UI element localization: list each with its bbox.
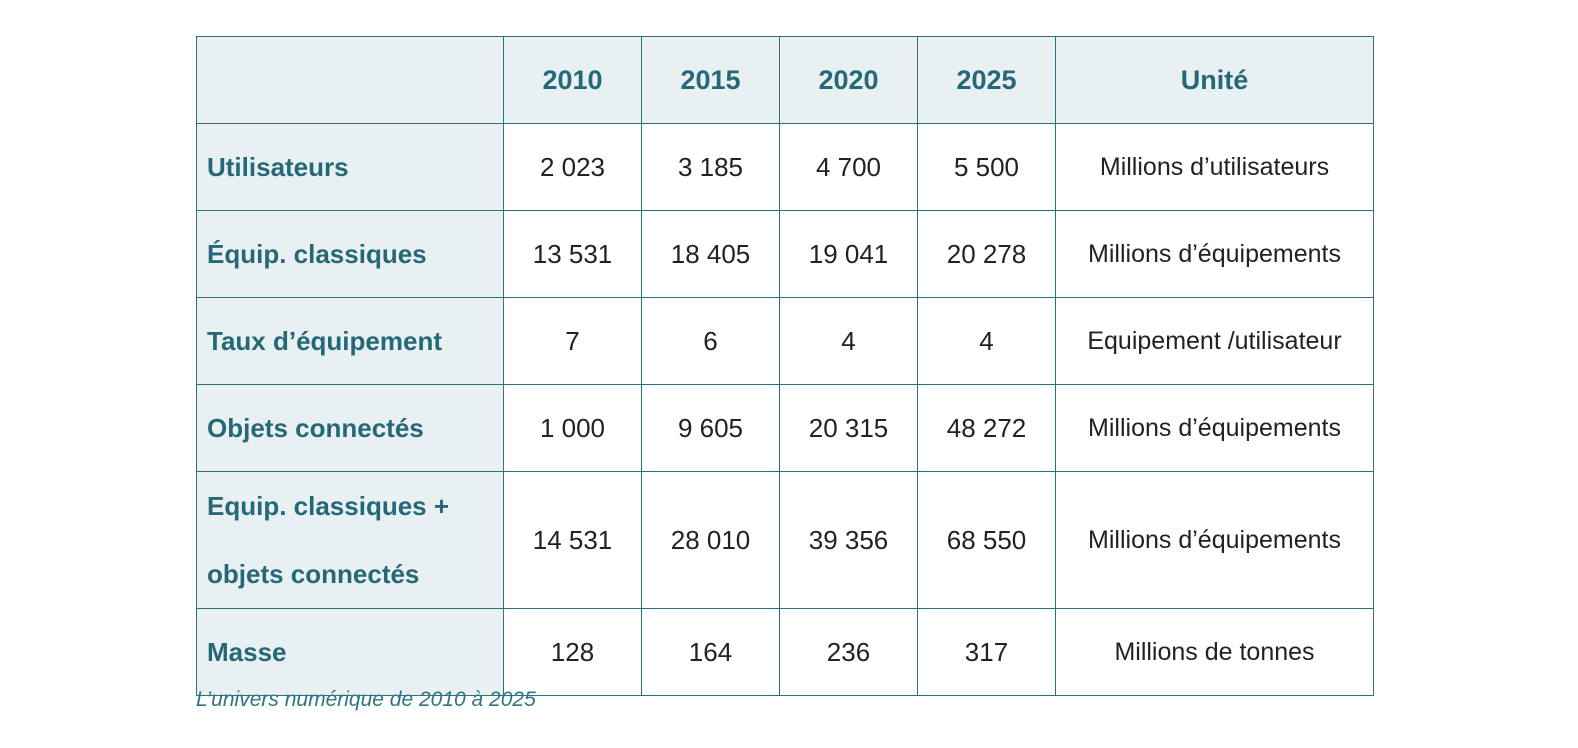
row-label-text: Utilisateurs <box>207 152 349 182</box>
row-label-text: Masse <box>207 637 287 667</box>
row-label-text-line-1: Equip. classiques + <box>207 491 450 521</box>
header-corner-cell <box>196 36 504 124</box>
table-cell: 236 <box>779 608 918 696</box>
table-row: Équip. classiques 13 531 18 405 19 041 2… <box>196 210 1374 298</box>
table-row: Objets connectés 1 000 9 605 20 315 48 2… <box>196 384 1374 472</box>
row-label: Masse <box>196 608 504 696</box>
row-label: Utilisateurs <box>196 123 504 211</box>
table-cell: 4 <box>779 297 918 385</box>
row-label-text: Taux d’équipement <box>207 326 442 356</box>
table-cell: 7 <box>503 297 642 385</box>
unit-cell: Equipement /utilisateur <box>1055 297 1374 385</box>
header-year-2025: 2025 <box>917 36 1056 124</box>
table-caption: L’univers numérique de 2010 à 2025 <box>196 688 536 711</box>
table-row: Masse 128 164 236 317 Millions de tonnes <box>196 608 1374 696</box>
table-cell: 3 185 <box>641 123 780 211</box>
row-label: Équip. classiques <box>196 210 504 298</box>
table-cell: 6 <box>641 297 780 385</box>
row-label-text: Objets connectés <box>207 413 424 443</box>
table-cell: 4 700 <box>779 123 918 211</box>
table-cell: 2 023 <box>503 123 642 211</box>
table-cell: 5 500 <box>917 123 1056 211</box>
table-row: Equip. classiques + objets connectés 14 5… <box>196 471 1374 609</box>
table-cell: 68 550 <box>917 471 1056 609</box>
unit-cell: Millions d’équipements <box>1055 384 1374 472</box>
table-cell: 28 010 <box>641 471 780 609</box>
table-cell: 164 <box>641 608 780 696</box>
table-cell: 9 605 <box>641 384 780 472</box>
table-cell: 317 <box>917 608 1056 696</box>
table-cell: 39 356 <box>779 471 918 609</box>
row-label-text: Équip. classiques <box>207 239 427 269</box>
table-cell: 20 315 <box>779 384 918 472</box>
row-label: Objets connectés <box>196 384 504 472</box>
table-cell: 1 000 <box>503 384 642 472</box>
header-year-2015: 2015 <box>641 36 780 124</box>
table-container: 2010 2015 2020 2025 Unité Utilisateurs 2… <box>196 36 1374 696</box>
data-table: 2010 2015 2020 2025 Unité Utilisateurs 2… <box>196 36 1374 696</box>
table-cell: 48 272 <box>917 384 1056 472</box>
unit-cell: Millions de tonnes <box>1055 608 1374 696</box>
header-unit: Unité <box>1055 36 1374 124</box>
table-cell: 18 405 <box>641 210 780 298</box>
unit-cell: Millions d’équipements <box>1055 210 1374 298</box>
table-cell: 128 <box>503 608 642 696</box>
header-year-2020: 2020 <box>779 36 918 124</box>
table-cell: 13 531 <box>503 210 642 298</box>
row-label: Equip. classiques + objets connectés <box>196 471 504 609</box>
table-cell: 19 041 <box>779 210 918 298</box>
table-row: Utilisateurs 2 023 3 185 4 700 5 500 Mil… <box>196 123 1374 211</box>
unit-cell: Millions d’équipements <box>1055 471 1374 609</box>
row-label: Taux d’équipement <box>196 297 504 385</box>
table-cell: 14 531 <box>503 471 642 609</box>
table-cell: 4 <box>917 297 1056 385</box>
table-header-row: 2010 2015 2020 2025 Unité <box>196 36 1374 124</box>
header-year-2010: 2010 <box>503 36 642 124</box>
table-row: Taux d’équipement 7 6 4 4 Equipement /ut… <box>196 297 1374 385</box>
unit-cell: Millions d’utilisateurs <box>1055 123 1374 211</box>
row-label-text-line-2: objets connectés <box>207 559 420 589</box>
table-cell: 20 278 <box>917 210 1056 298</box>
